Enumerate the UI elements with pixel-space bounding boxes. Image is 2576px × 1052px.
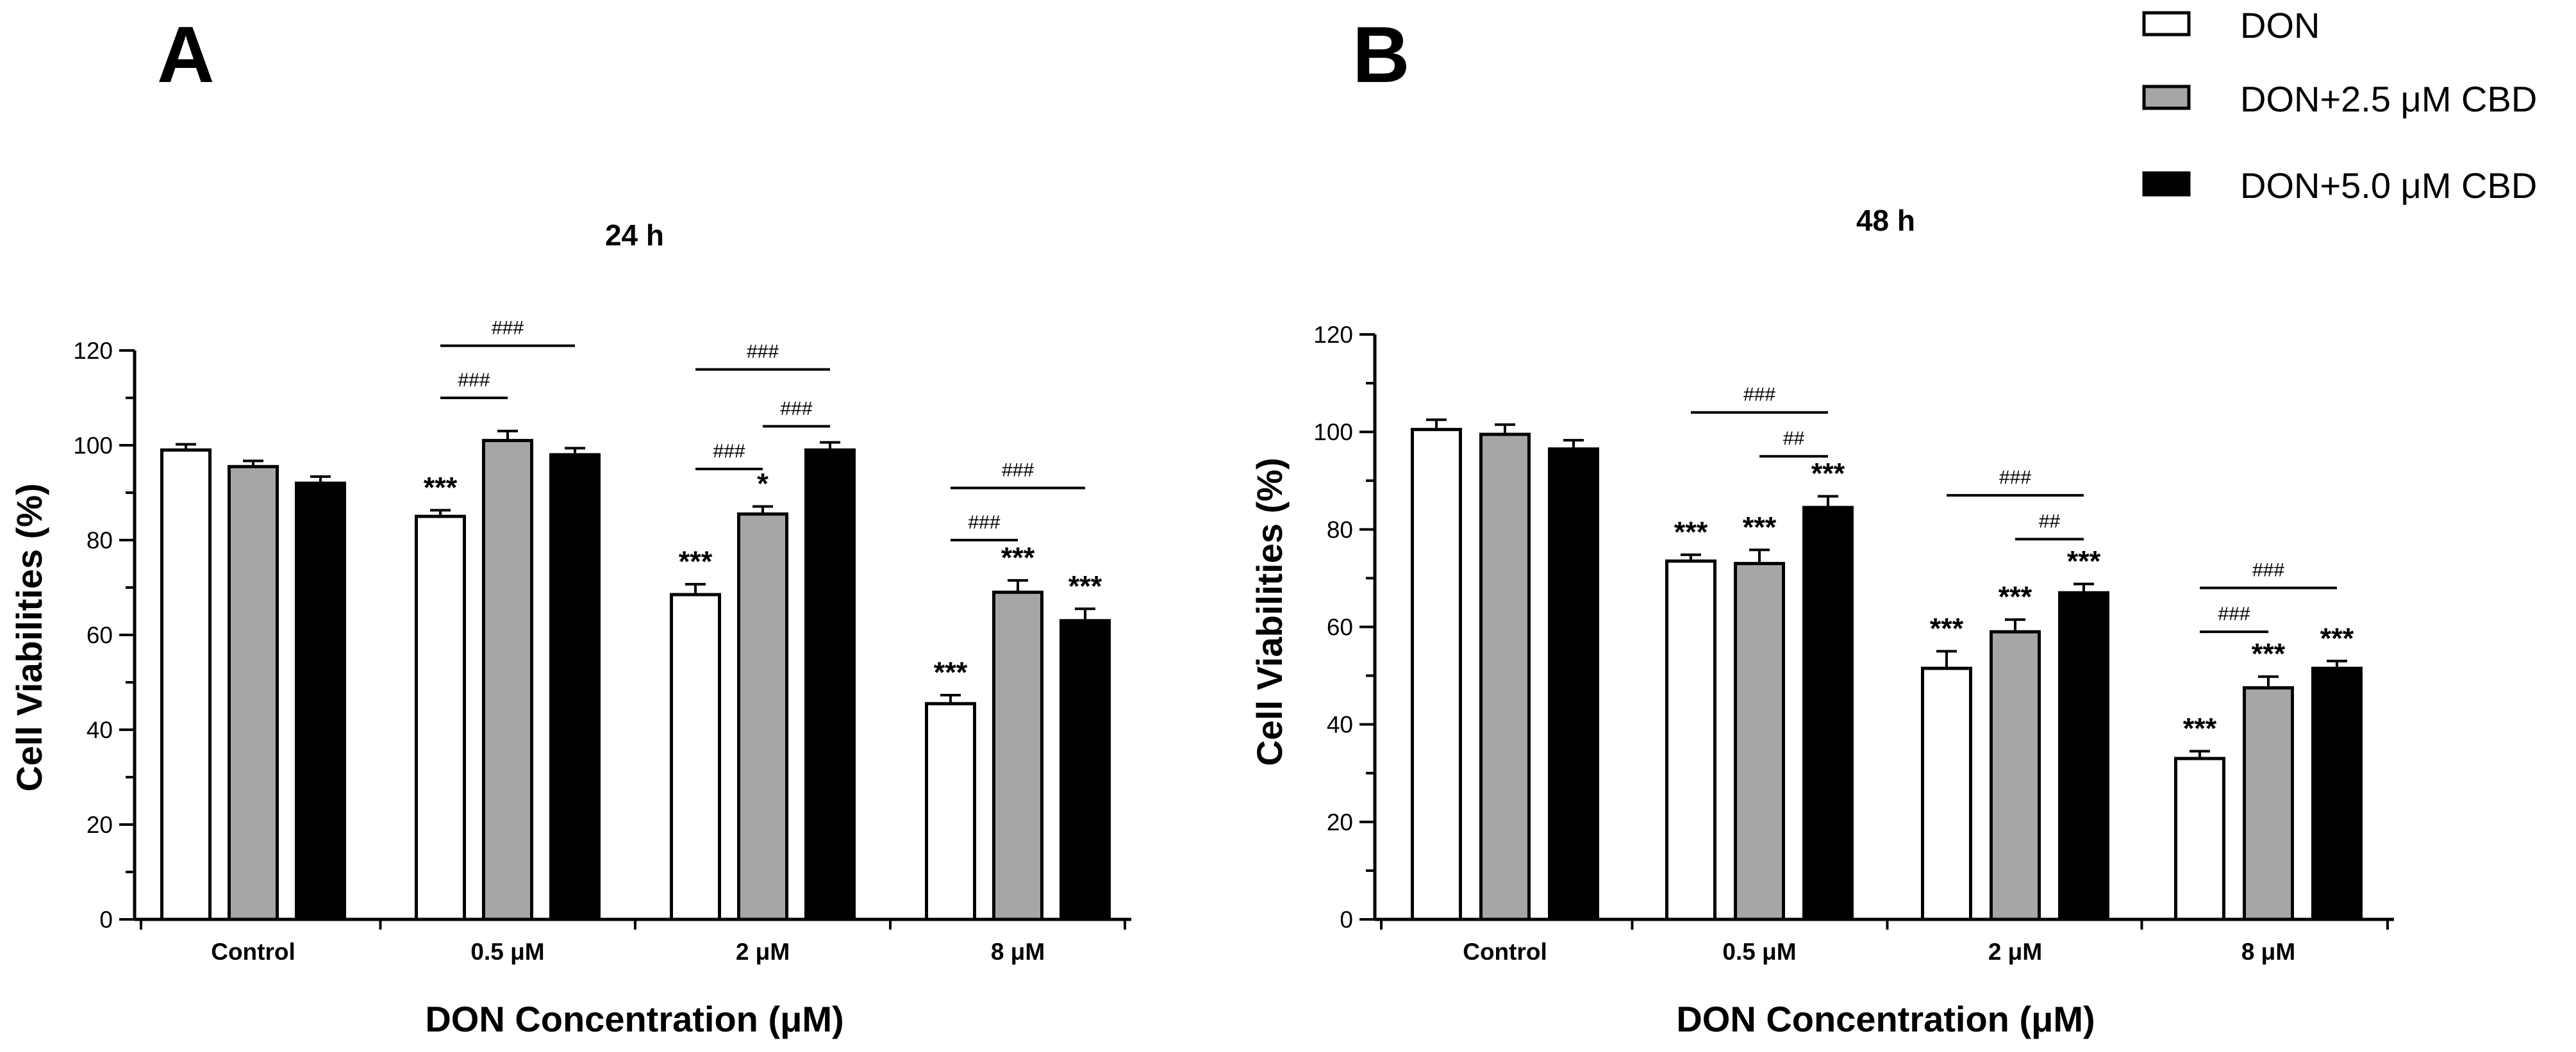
significance-label: *** bbox=[1674, 516, 1708, 548]
significance-label: *** bbox=[2320, 622, 2354, 655]
comparison-label: ### bbox=[2218, 604, 2250, 625]
significance-label: * bbox=[757, 467, 769, 500]
legend-label-don: DON bbox=[2240, 5, 2320, 45]
x-tick-label: 8 μM bbox=[2241, 939, 2295, 965]
comparison-label: ### bbox=[713, 441, 745, 462]
significance-label: *** bbox=[1001, 541, 1035, 574]
panel-letter-a: A bbox=[157, 11, 215, 99]
y-axis-title-b: Cell Viabilities (%) bbox=[1249, 457, 1290, 766]
comparison-label: ### bbox=[458, 370, 490, 391]
bar bbox=[1411, 427, 1462, 921]
chart-title-b: 48 h bbox=[1856, 204, 1915, 237]
y-tick-label: 120 bbox=[1313, 322, 1353, 348]
x-tick-label: Control bbox=[1463, 939, 1547, 965]
comparison-label: ### bbox=[1743, 384, 1775, 406]
plot-area-b: 0 20 40 60 80 100 120 Control 0.5 μM 2 μM 8 μM *** *… bbox=[1313, 322, 2394, 965]
y-tick-label: 120 bbox=[73, 338, 113, 364]
comparison-label: ### bbox=[492, 318, 524, 339]
significance-label: *** bbox=[1743, 511, 1777, 543]
bar bbox=[2311, 666, 2363, 921]
y-axis-title-a: Cell Viabilities (%) bbox=[9, 483, 49, 791]
significance-label: *** bbox=[2183, 712, 2217, 745]
bar bbox=[992, 590, 1043, 921]
comparison-label: ### bbox=[1002, 460, 1034, 481]
y-tick-label: 20 bbox=[87, 812, 113, 838]
y-tick-label: 20 bbox=[1327, 809, 1353, 835]
x-tick-label: Control bbox=[211, 939, 295, 965]
significance-label: *** bbox=[1068, 570, 1102, 602]
x-tick-label: 8 μM bbox=[991, 939, 1045, 965]
comparison-label: ### bbox=[2252, 560, 2284, 581]
bar bbox=[804, 448, 856, 921]
y-tick-label: 0 bbox=[99, 907, 113, 933]
bar bbox=[228, 464, 279, 921]
x-tick-label: 2 μM bbox=[1988, 939, 2042, 965]
comparison-label: ## bbox=[1783, 428, 1805, 449]
bar bbox=[1921, 666, 1972, 921]
y-tick-label: 0 bbox=[1340, 907, 1353, 933]
bar bbox=[1665, 559, 1716, 921]
y-tick-label: 40 bbox=[1327, 712, 1353, 738]
legend: DON DON+2.5 μM CBD DON+5.0 μM CBD bbox=[2142, 5, 2537, 206]
legend-label-cbd50: DON+5.0 μM CBD bbox=[2240, 165, 2537, 206]
comparison-label: ### bbox=[968, 512, 1000, 533]
bar bbox=[1734, 562, 1785, 921]
bar bbox=[295, 481, 346, 921]
significance-label: *** bbox=[2067, 545, 2101, 578]
panel-letter-b: B bbox=[1352, 11, 1410, 99]
legend-swatch-cbd50 bbox=[2142, 171, 2191, 197]
comparison-label: ## bbox=[2039, 511, 2061, 532]
bar bbox=[1802, 505, 1854, 921]
bar bbox=[2174, 757, 2225, 921]
chart-title-a: 24 h bbox=[605, 218, 664, 252]
bar bbox=[1548, 447, 1599, 921]
comparison-label: ### bbox=[1999, 467, 2031, 488]
significance-label: *** bbox=[679, 545, 713, 578]
bar bbox=[482, 439, 533, 921]
x-axis-title-a: DON Concentration (μM) bbox=[425, 999, 843, 1039]
bar bbox=[1059, 619, 1111, 921]
comparison-label: ### bbox=[780, 398, 812, 419]
legend-swatch-cbd25 bbox=[2142, 85, 2191, 110]
significance-label: *** bbox=[1811, 457, 1845, 490]
legend-label-cbd25: DON+2.5 μM CBD bbox=[2240, 79, 2537, 119]
y-tick-label: 60 bbox=[87, 622, 113, 648]
significance-label: *** bbox=[1930, 612, 1964, 645]
bar bbox=[737, 512, 788, 921]
bar bbox=[160, 448, 212, 921]
bar bbox=[2058, 591, 2109, 921]
y-tick-label: 40 bbox=[87, 717, 113, 743]
y-tick-label: 100 bbox=[1313, 419, 1353, 445]
bar bbox=[1479, 432, 1531, 921]
comparison-label: ### bbox=[747, 341, 779, 363]
bar bbox=[415, 514, 466, 921]
bar bbox=[549, 453, 601, 921]
significance-label: *** bbox=[424, 471, 458, 504]
significance-label: *** bbox=[2252, 637, 2286, 670]
y-tick-label: 60 bbox=[1327, 614, 1353, 641]
x-tick-label: 0.5 μM bbox=[1722, 939, 1796, 965]
significance-label: *** bbox=[1998, 580, 2032, 613]
legend-swatch-don bbox=[2142, 11, 2191, 37]
x-tick-label: 0.5 μM bbox=[470, 939, 544, 965]
bar bbox=[1990, 630, 2041, 921]
x-tick-label: 2 μM bbox=[736, 939, 790, 965]
y-tick-label: 80 bbox=[87, 527, 113, 554]
y-tick-label: 100 bbox=[73, 432, 113, 459]
x-axis-title-b: DON Concentration (μM) bbox=[1676, 999, 2095, 1039]
bar bbox=[925, 702, 976, 921]
significance-label: *** bbox=[934, 656, 968, 689]
y-tick-label: 80 bbox=[1327, 516, 1353, 543]
bar bbox=[670, 593, 721, 921]
bar bbox=[2243, 686, 2294, 921]
